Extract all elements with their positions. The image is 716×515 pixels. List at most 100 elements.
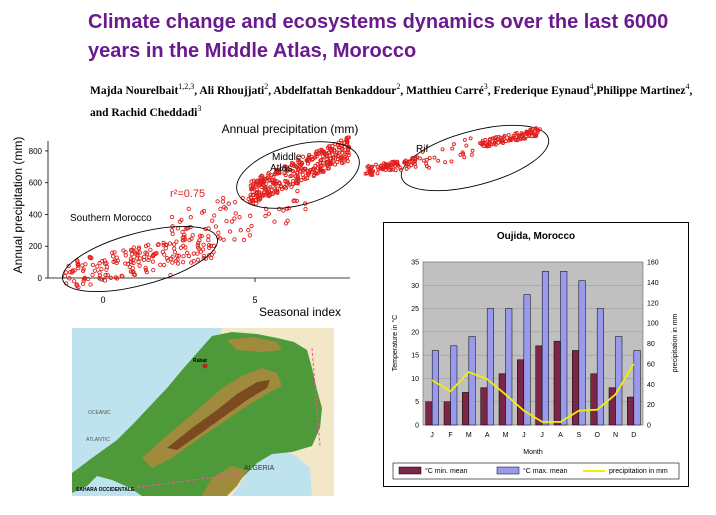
scatter-point <box>424 161 429 166</box>
scatter-point <box>327 156 333 161</box>
scatter-point <box>164 242 169 248</box>
scatter-point <box>470 148 475 153</box>
author-separator: , <box>268 84 274 97</box>
map-label-oceanic: OCEANIC <box>88 410 111 416</box>
climate-y-tick-label: 0 <box>415 423 419 430</box>
scatter-point <box>308 168 313 173</box>
scatter-point <box>415 155 420 160</box>
bar-max-temp <box>505 308 513 426</box>
scatter-point <box>291 178 296 184</box>
scatter-point <box>81 267 86 272</box>
scatter-point <box>272 219 277 224</box>
scatter-point <box>135 253 140 258</box>
scatter-point <box>424 157 429 162</box>
scatter-point <box>393 168 398 173</box>
bar-max-temp <box>523 294 531 426</box>
scatter-point <box>181 254 186 259</box>
scatter-point <box>410 156 415 161</box>
scatter-point <box>407 159 412 164</box>
scatter-point <box>206 243 212 248</box>
scatter-point <box>232 216 237 221</box>
scatter-point <box>221 195 226 201</box>
climate-month-label: O <box>594 432 600 439</box>
scatter-point <box>213 224 219 229</box>
author-name: Abdelfattah Benkaddour <box>273 84 397 97</box>
scatter-point <box>249 179 254 184</box>
climate-legend <box>392 462 680 480</box>
scatter-point <box>291 198 296 203</box>
scatter-point <box>296 164 301 169</box>
scatter-point <box>172 249 178 255</box>
bar-min-temp <box>443 401 451 426</box>
scatter-point <box>165 258 171 263</box>
map-anti-atlas <box>202 466 247 496</box>
scatter-point <box>273 181 278 186</box>
scatter-point <box>370 164 375 169</box>
scatter-point <box>150 259 156 264</box>
scatter-point <box>170 260 175 265</box>
scatter-point <box>160 249 165 255</box>
scatter-point <box>336 140 341 145</box>
scatter-point <box>478 141 482 146</box>
scatter-point <box>382 161 387 166</box>
climate-y-tick-label: 15 <box>411 353 419 360</box>
scatter-point <box>516 135 521 139</box>
author-affiliation: 2 <box>396 82 401 91</box>
climate-diagram: Oujida, Morocco 0 5 10 15 20 25 30 35 0 20 40 60 80… <box>383 222 689 487</box>
author-affiliation: 3 <box>483 82 488 91</box>
scatter-point <box>320 153 325 159</box>
scatter-point <box>290 168 295 173</box>
scatter-point <box>266 193 271 198</box>
scatter-point <box>70 268 75 273</box>
scatter-point <box>534 126 539 131</box>
scatter-point <box>215 199 220 204</box>
scatter-point <box>285 179 290 184</box>
scatter-point <box>451 142 456 147</box>
scatter-x-label: Seasonal index <box>259 305 341 319</box>
climate-bars <box>425 271 641 426</box>
scatter-point <box>76 265 81 271</box>
scatter-point <box>389 167 394 172</box>
scatter-point <box>440 147 445 152</box>
scatter-point <box>285 218 290 223</box>
author-name: Rachid Cheddadi <box>111 106 198 119</box>
scatter-point <box>232 200 238 205</box>
scatter-point <box>253 197 258 203</box>
scatter-point <box>170 254 175 259</box>
scatter-point <box>177 219 183 224</box>
scatter-point <box>412 160 416 165</box>
scatter-x-tick-label: 5 <box>252 295 257 305</box>
morocco-relief-map: Rabat OCEANIC ATLANTIC ALGERIA SAHARA OC… <box>72 328 334 496</box>
scatter-point <box>266 211 271 216</box>
scatter-point <box>171 246 177 251</box>
scatter-point <box>501 141 505 145</box>
scatter-point <box>272 178 277 183</box>
author-name: Frederique Eynaud <box>493 84 590 97</box>
scatter-point <box>112 258 118 264</box>
climate-title: Oujida, Morocco <box>497 231 575 242</box>
scatter-point <box>255 194 260 199</box>
scatter-point <box>405 162 410 167</box>
scatter-point <box>404 166 409 171</box>
scatter-point <box>189 260 194 265</box>
scatter-point <box>174 253 180 258</box>
scatter-point <box>175 261 181 266</box>
scatter-point <box>178 245 184 250</box>
author-affiliation: 3 <box>197 103 202 113</box>
scatter-point <box>196 240 201 245</box>
scatter-point <box>83 262 88 267</box>
scatter-point <box>283 186 288 191</box>
scatter-point <box>537 127 542 132</box>
scatter-point <box>335 156 341 162</box>
climate-month-label: M <box>503 432 509 439</box>
rabat-marker <box>202 363 208 369</box>
scatter-point <box>97 270 102 275</box>
scatter-point <box>420 149 425 154</box>
scatter-point <box>277 206 282 212</box>
scatter-y-tick-label: 0 <box>38 274 43 283</box>
scatter-point <box>508 138 513 142</box>
scatter-point <box>398 166 403 170</box>
label-middle-atlas-2: Atlas <box>270 163 292 174</box>
scatter-point <box>211 243 216 248</box>
